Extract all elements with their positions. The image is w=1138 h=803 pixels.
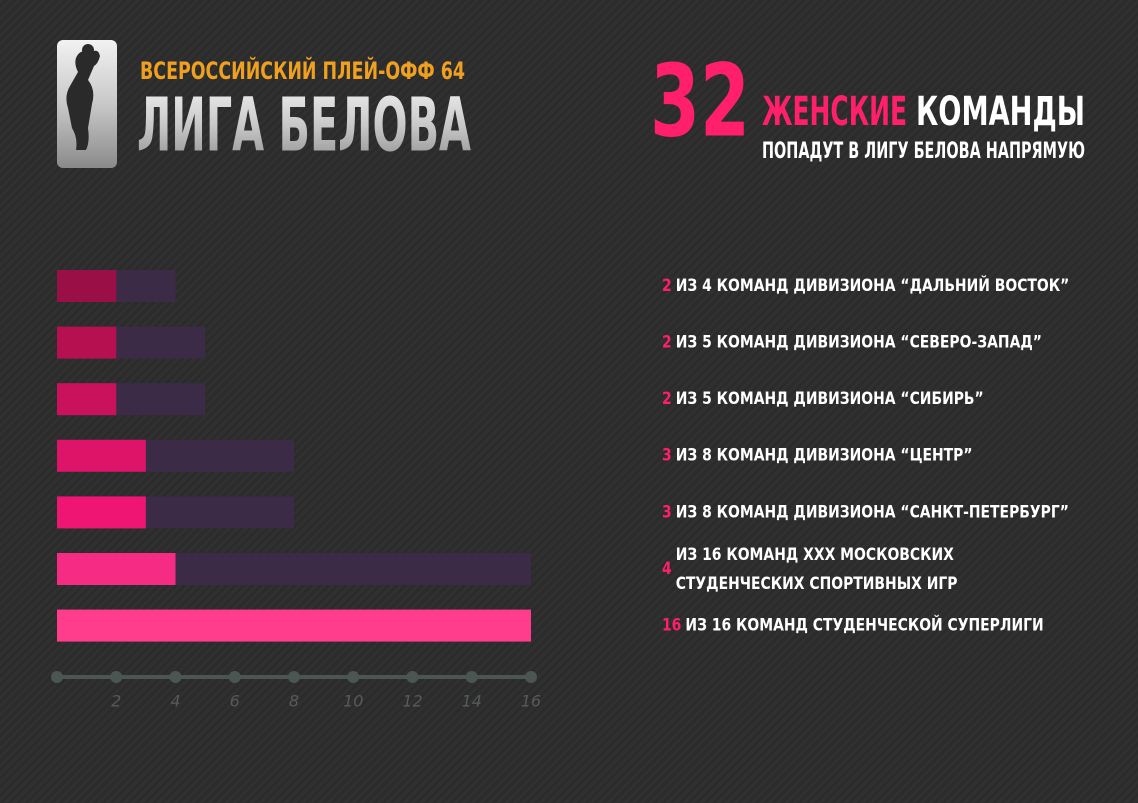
category-label: ИЗ 5 КОМАНД ДИВИЗИОНА “СИБИРЬ”	[676, 389, 984, 409]
qualified-value: 4	[662, 559, 672, 579]
qualified-value: 2	[662, 276, 672, 296]
qualified-value: 2	[662, 389, 672, 409]
x-tick-label: 2	[111, 692, 121, 711]
x-tick-label: 8	[289, 692, 299, 711]
category-label: ИЗ 8 КОМАНД ДИВИЗИОНА “САНКТ-ПЕТЕРБУРГ”	[676, 502, 1069, 522]
tick-mark	[288, 671, 300, 683]
qualified-value: 3	[662, 445, 672, 465]
headline-highlight: ЖЕНСКИЕ	[762, 89, 907, 135]
x-tick-label: 10	[343, 692, 363, 711]
logo	[57, 40, 117, 168]
headline-number: 32	[650, 42, 750, 159]
x-tick-label: 4	[170, 692, 180, 711]
category-label: ИЗ 4 КОМАНД ДИВИЗИОНА “ДАЛЬНИЙ ВОСТОК”	[676, 275, 1070, 296]
category-label: ИЗ 16 КОМАНД СТУДЕНЧЕСКОЙ СУПЕРЛИГИ	[685, 614, 1043, 635]
qualified-value: 2	[662, 332, 672, 352]
category-label: ИЗ 8 КОМАНД ДИВИЗИОНА “ЦЕНТР”	[676, 445, 973, 465]
bar-qualified	[57, 270, 117, 302]
x-tick-label: 6	[230, 692, 240, 711]
qualified-value: 16	[662, 615, 681, 635]
tick-mark	[347, 671, 360, 683]
category-label: СТУДЕНЧЕСКИХ СПОРТИВНЫХ ИГР	[676, 574, 958, 594]
bar-qualified	[57, 553, 176, 585]
tick-mark	[169, 671, 182, 683]
bar-qualified	[57, 609, 531, 642]
category-label: ИЗ 5 КОМАНД ДИВИЗИОНА “СЕВЕРО-ЗАПАД”	[676, 332, 1042, 352]
bar-qualified	[57, 496, 146, 529]
axis-origin	[51, 671, 63, 683]
tick-mark	[228, 671, 241, 683]
category-label: ИЗ 16 КОМАНД XXX МОСКОВСКИХ	[676, 545, 954, 565]
bar-qualified	[57, 383, 117, 416]
x-tick-label: 14	[462, 692, 482, 711]
tick-mark	[525, 671, 537, 683]
bar-qualified	[57, 326, 117, 359]
headline-subline: ПОПАДУТ В ЛИГУ БЕЛОВА НАПРЯМУЮ	[762, 139, 1085, 164]
x-tick-label: 16	[521, 692, 541, 711]
qualified-value: 3	[662, 502, 672, 522]
title: ЛИГА БЕЛОВА	[137, 83, 471, 169]
headline-word: КОМАНДЫ	[916, 89, 1085, 135]
x-tick-label: 12	[402, 692, 422, 711]
subtitle: ВСЕРОССИЙСКИЙ ПЛЕЙ-ОФФ 64	[140, 56, 465, 85]
bar-qualified	[57, 439, 146, 472]
tick-mark	[406, 671, 419, 683]
tick-mark	[465, 671, 478, 683]
tick-mark	[110, 671, 123, 683]
